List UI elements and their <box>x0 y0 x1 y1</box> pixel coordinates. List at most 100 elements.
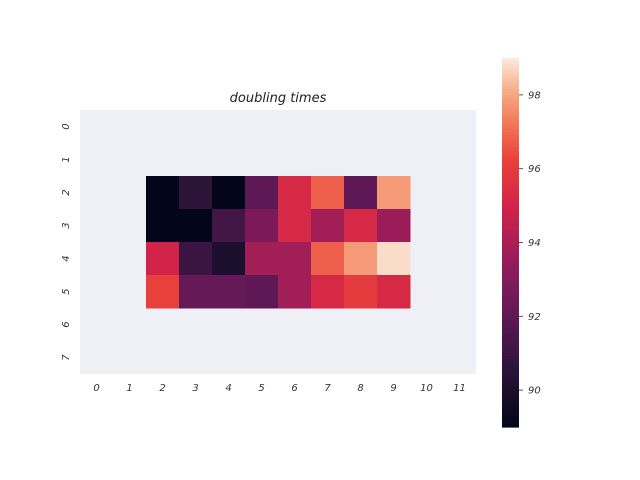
colorbar-segment <box>502 196 519 201</box>
colorbar-segment <box>502 248 519 253</box>
heatmap-cell-r2-c5 <box>245 176 279 210</box>
heatmap-cell-r5-c7 <box>311 275 345 309</box>
colorbar-segment <box>502 137 519 142</box>
colorbar-segment <box>502 257 519 262</box>
colorbar-segment <box>502 165 519 170</box>
colorbar-segment <box>502 214 519 219</box>
colorbar-segment <box>502 91 519 96</box>
colorbar-segment <box>502 110 519 114</box>
colorbar-segment <box>502 297 519 302</box>
heatmap-cell-r4-c2 <box>146 242 180 276</box>
x-tick-label: 7 <box>324 383 331 394</box>
colorbar-tick-label: 92 <box>528 312 541 323</box>
colorbar-tick-label: 94 <box>528 238 541 249</box>
colorbar-segment <box>502 322 519 327</box>
colorbar-segment <box>502 353 519 357</box>
colorbar-segment <box>502 187 519 191</box>
x-tick-label: 11 <box>453 383 466 394</box>
colorbar-segment <box>502 58 519 62</box>
colorbar-segment <box>502 190 519 194</box>
heatmap-cell-r2-c7 <box>311 176 345 210</box>
heatmap-cell-r4-c7 <box>311 242 345 276</box>
colorbar-segment <box>502 147 519 151</box>
colorbar-segment <box>502 267 519 271</box>
colorbar-segment <box>502 119 519 124</box>
colorbar-segment <box>502 227 519 231</box>
colorbar-segment <box>502 101 519 105</box>
colorbar-segment <box>502 368 519 373</box>
heatmap-cell-r3-c6 <box>278 209 312 243</box>
colorbar-segment <box>502 122 519 127</box>
x-tick-label: 5 <box>258 383 264 394</box>
colorbar-segment <box>502 260 519 265</box>
y-tick-label: 1 <box>61 156 72 162</box>
y-tick-label: 6 <box>61 321 72 327</box>
colorbar-segment <box>502 282 519 287</box>
heatmap-cell-r2-c8 <box>344 176 378 210</box>
colorbar-segment <box>502 94 519 99</box>
heatmap-cell-r3-c2 <box>146 209 180 243</box>
colorbar-segment <box>502 387 519 391</box>
colorbar: 90 92 94 96 98 <box>502 58 541 428</box>
colorbar-segment <box>502 393 519 397</box>
y-tick-label: 3 <box>61 222 72 228</box>
colorbar-segment <box>502 141 519 145</box>
colorbar-segment <box>502 319 519 324</box>
colorbar-segment <box>502 405 519 410</box>
colorbar-segment <box>502 383 519 388</box>
heatmap-cell-r5-c6 <box>278 275 312 309</box>
heatmap-cell-r5-c4 <box>212 275 246 309</box>
colorbar-segment <box>502 144 519 148</box>
colorbar-segment <box>502 236 519 241</box>
colorbar-segment <box>502 417 519 422</box>
colorbar-segment <box>502 270 519 274</box>
colorbar-segment <box>502 347 519 351</box>
colorbar-segment <box>502 254 519 259</box>
heatmap-cell-r3-c8 <box>344 209 378 243</box>
x-tick-label: 4 <box>225 383 231 394</box>
colorbar-segment <box>502 131 519 136</box>
colorbar-segment <box>502 343 519 348</box>
colorbar-segment <box>502 82 519 87</box>
colorbar-segment <box>502 377 519 382</box>
colorbar-segment <box>502 276 519 280</box>
heatmap-cell-r2-c6 <box>278 176 312 210</box>
colorbar-segment <box>502 116 519 121</box>
colorbar-segment <box>502 113 519 118</box>
x-tick-label: 3 <box>192 383 198 394</box>
colorbar-segment <box>502 177 519 182</box>
colorbar-segment <box>502 307 519 311</box>
colorbar-tick-label: 96 <box>528 164 541 175</box>
x-tick-label: 6 <box>291 383 297 394</box>
colorbar-segment <box>502 356 519 360</box>
colorbar-segment <box>502 70 519 74</box>
colorbar-segment <box>502 402 519 407</box>
colorbar-segment <box>502 193 519 197</box>
colorbar-segment <box>502 408 519 413</box>
colorbar-segment <box>502 162 519 167</box>
heatmap-cell-r5-c5 <box>245 275 279 309</box>
x-tick-label: 10 <box>420 383 433 394</box>
colorbar-segment <box>502 288 519 293</box>
colorbar-segment <box>502 88 519 93</box>
x-tick-label: 1 <box>126 383 132 394</box>
colorbar-segment <box>502 230 519 234</box>
colorbar-segment <box>502 159 519 164</box>
colorbar-tick-label: 90 <box>528 386 541 397</box>
colorbar-segment <box>502 211 519 216</box>
heatmap-cell-r3-c7 <box>311 209 345 243</box>
colorbar-segment <box>502 359 519 364</box>
colorbar-segment <box>502 150 519 154</box>
y-tick-label: 4 <box>61 255 72 261</box>
colorbar-segment <box>502 134 519 139</box>
colorbar-segment <box>502 125 519 130</box>
colorbar-segment <box>502 239 519 244</box>
colorbar-segment <box>502 208 519 213</box>
heatmap-cell-r4-c8 <box>344 242 378 276</box>
heatmap-cell-r4-c9 <box>377 242 411 276</box>
colorbar-segment <box>502 73 519 78</box>
heatmap-cell-r4-c4 <box>212 242 246 276</box>
colorbar-segment <box>502 313 519 317</box>
colorbar-segment <box>502 184 519 188</box>
